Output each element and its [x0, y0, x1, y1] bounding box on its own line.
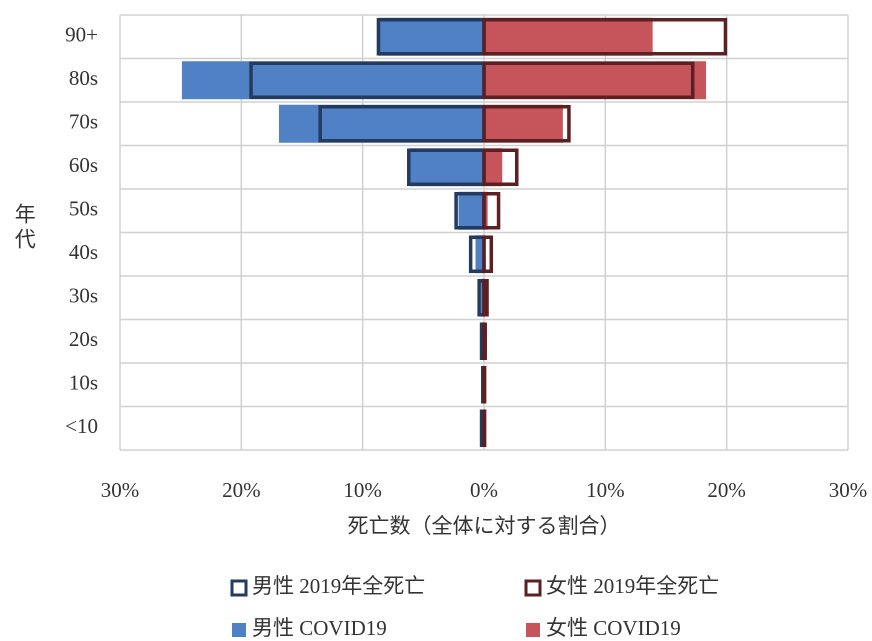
x-tick-label: 20%	[707, 478, 746, 502]
y-tick-label: 50s	[69, 197, 98, 221]
x-tick-label: 30%	[101, 478, 140, 502]
bar-outline	[482, 366, 487, 404]
legend-swatch	[232, 623, 246, 637]
y-tick-label: 20s	[69, 327, 98, 351]
bar-outline	[482, 235, 494, 273]
bar	[475, 235, 484, 274]
x-tick-label: 10%	[586, 478, 625, 502]
bar	[278, 104, 484, 143]
bar	[484, 191, 488, 230]
legend-label: 女性 COVID19	[546, 616, 681, 640]
y-tick-label: 90+	[65, 23, 98, 47]
legend-swatch	[230, 579, 248, 597]
y-tick-label: 10s	[69, 371, 98, 395]
y-tick-label: 80s	[69, 66, 98, 90]
y-tick-label: <10	[65, 414, 98, 438]
bar	[181, 61, 484, 100]
legend-swatch	[524, 579, 542, 597]
x-tick-label: 20%	[222, 478, 261, 502]
bar-outline	[482, 322, 487, 360]
bar	[458, 191, 484, 230]
bar	[484, 104, 563, 143]
y-tick-label: 60s	[69, 153, 98, 177]
bar-outline	[482, 409, 487, 447]
legend-label: 男性 2019年全死亡	[252, 574, 425, 598]
bar-outline	[482, 279, 489, 317]
bar	[378, 17, 484, 56]
legend-label: 男性 COVID19	[252, 616, 387, 640]
y-tick-label: 40s	[69, 240, 98, 264]
bar-outline	[482, 61, 695, 99]
bar	[409, 148, 484, 187]
bar-outline	[482, 148, 519, 186]
bar	[484, 148, 503, 187]
x-axis-title: 死亡数（全体に対する割合）	[348, 514, 621, 538]
bar-outline	[482, 18, 728, 56]
x-tick-label: 10%	[343, 478, 382, 502]
y-axis-title: 年代	[12, 203, 36, 253]
bar-outline	[482, 192, 501, 230]
x-tick-label: 30%	[829, 478, 868, 502]
x-tick-label: 0%	[470, 478, 498, 502]
legend-label: 女性 2019年全死亡	[546, 574, 719, 598]
bar	[484, 61, 707, 100]
grid	[119, 14, 849, 451]
bar-outline	[482, 105, 571, 143]
y-tick-label: 30s	[69, 284, 98, 308]
legend-swatch	[526, 623, 540, 637]
y-tick-label: 70s	[69, 110, 98, 134]
bar	[484, 17, 653, 56]
